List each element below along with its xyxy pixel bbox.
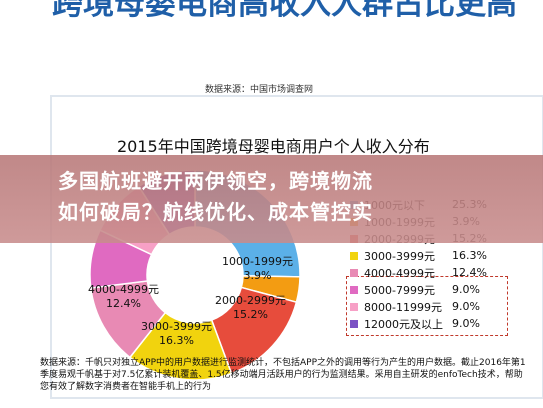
slice-label-text: 3000-3999元 <box>141 320 212 333</box>
highlight-box <box>346 276 508 336</box>
slice-label-1000-1999: 1000-1999元 3.9% <box>222 255 293 283</box>
chart-title: 2015年中国跨境母婴电商用户个人收入分布 <box>117 137 430 156</box>
banner-headline[interactable]: 多国航班避开两伊领空，跨境物流 如何破局？航线优化、成本管控实 <box>58 166 538 228</box>
slice-label-value: 15.2% <box>233 308 268 321</box>
data-note: 数据来源：千帆只对独立APP中的用户数据进行监测统计，不包括APP之外的调用等行… <box>40 358 526 392</box>
slice-label-text: 2000-2999元 <box>215 294 286 307</box>
legend-label: 12000元及以上 <box>364 317 443 331</box>
legend-label: 8000-11999元 <box>364 300 442 314</box>
legend-item: 8000-11999元 9.0% <box>350 298 487 315</box>
legend-value: 9.0% <box>452 317 480 330</box>
legend-value: 9.0% <box>452 300 480 313</box>
legend-swatch <box>350 302 358 311</box>
legend-value: 16.3% <box>452 249 487 262</box>
legend-swatch <box>350 251 358 260</box>
banner-line-2: 如何破局？航线优化、成本管控实 <box>58 200 373 224</box>
legend-value: 9.0% <box>452 283 480 296</box>
legend-swatch <box>350 285 358 294</box>
legend-item: 3000-3999元 16.3% <box>350 247 487 264</box>
banner-line-1: 多国航班避开两伊领空，跨境物流 <box>58 169 373 193</box>
slice-label-text: 1000-1999元 <box>222 255 293 268</box>
legend-item: 4000-4999元 12.4% <box>350 264 487 281</box>
legend-swatch <box>350 268 358 277</box>
slice-label-text: 4000-4999元 <box>88 283 159 296</box>
legend-label: 3000-3999元 <box>364 249 435 263</box>
slice-label-value: 12.4% <box>106 297 141 310</box>
legend-item: 12000元及以上 9.0% <box>350 315 487 332</box>
slice-label-2000-2999: 2000-2999元 15.2% <box>215 294 286 322</box>
slice-label-3000-3999: 3000-3999元 16.3% <box>141 320 212 348</box>
legend-swatch <box>350 319 358 328</box>
source-caption: 数据来源：中国市场调查网 <box>205 85 314 95</box>
slide-title: 跨境母婴电商高收入人群占比更高 <box>52 0 517 22</box>
overlay-banner[interactable] <box>0 155 543 243</box>
legend-value: 12.4% <box>452 266 487 279</box>
slice-label-4000-4999: 4000-4999元 12.4% <box>88 283 159 311</box>
slice-label-value: 16.3% <box>159 334 194 347</box>
slice-label-value: 3.9% <box>243 269 272 282</box>
legend-item: 5000-7999元 9.0% <box>350 281 487 298</box>
legend-label: 4000-4999元 <box>364 266 435 280</box>
legend-label: 5000-7999元 <box>364 283 435 297</box>
